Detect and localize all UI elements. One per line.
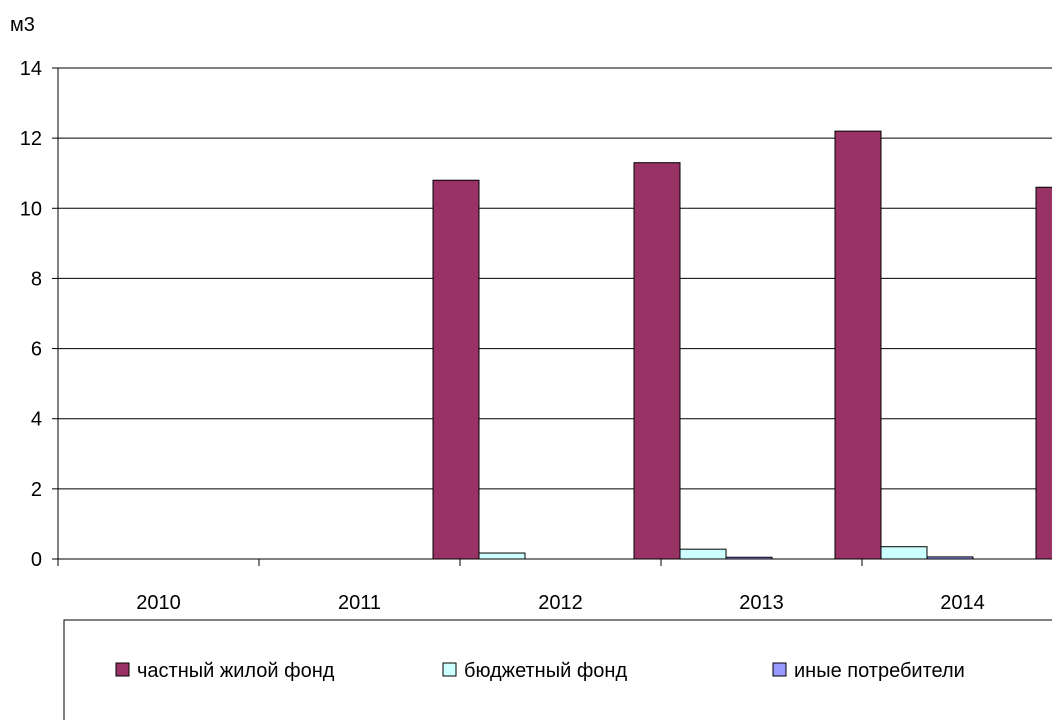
bar-budget-fund xyxy=(880,546,928,560)
bar-private-housing xyxy=(633,162,681,560)
y-tick-label: 14 xyxy=(20,58,42,80)
axes xyxy=(57,68,1052,566)
legend-label: иные потребители xyxy=(794,660,965,682)
legend-label: бюджетный фонд xyxy=(464,660,627,682)
bar-budget-fund xyxy=(679,548,727,560)
x-tick-label: 2011 xyxy=(338,592,381,614)
x-tick-label: 2014 xyxy=(940,592,985,614)
y-axis-ticks: 0 2 4 6 8 10 12 14 xyxy=(20,58,58,571)
bar-private-housing xyxy=(432,179,480,560)
legend-swatch xyxy=(442,662,457,677)
bar-private-housing xyxy=(834,130,882,560)
y-axis-unit-label: м3 xyxy=(10,14,35,36)
x-axis-labels: 2010 2011 2012 2013 2014 xyxy=(136,592,985,614)
legend-swatch xyxy=(772,662,787,677)
bar-budget-fund xyxy=(478,552,526,560)
legend-swatch xyxy=(115,662,130,677)
y-tick-label: 8 xyxy=(31,268,42,290)
y-tick-label: 2 xyxy=(31,479,42,501)
y-tick-label: 6 xyxy=(31,339,42,361)
y-tick-label: 0 xyxy=(31,549,42,571)
bars xyxy=(432,130,1052,560)
x-tick-label: 2010 xyxy=(136,592,181,614)
legend-label: частный жилой фонд xyxy=(137,660,335,682)
gridlines xyxy=(58,67,1052,490)
legend-box xyxy=(63,619,1052,720)
y-tick-label: 12 xyxy=(20,128,42,150)
legend: частный жилой фонд бюджетный фонд иные пот… xyxy=(115,660,965,682)
y-tick-label: 4 xyxy=(31,409,42,431)
bar-private-housing xyxy=(1035,186,1052,560)
y-tick-label: 10 xyxy=(20,198,42,220)
x-tick-label: 2013 xyxy=(739,592,784,614)
x-tick-label: 2012 xyxy=(538,592,583,614)
